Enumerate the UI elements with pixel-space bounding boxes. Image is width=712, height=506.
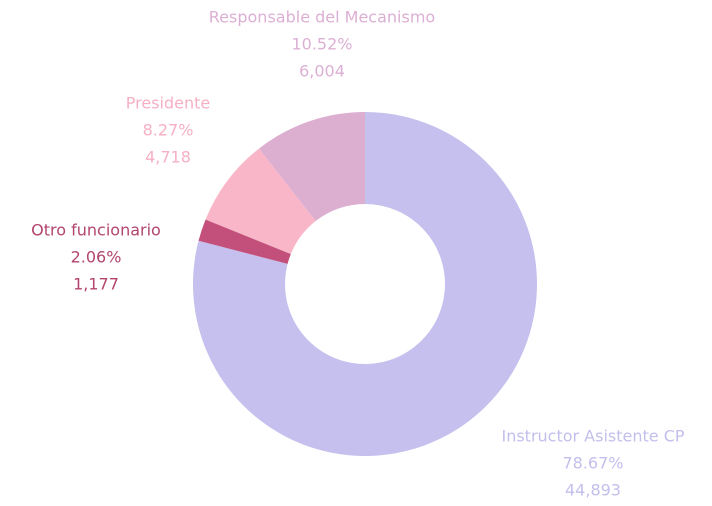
slice-value: 44,893	[565, 481, 621, 500]
slice-percent: 78.67%	[562, 454, 623, 473]
slice-label: Instructor Asistente CP	[501, 427, 684, 446]
slice-value: 6,004	[299, 62, 345, 81]
donut-slice	[198, 219, 291, 264]
slice-value: 1,177	[73, 275, 119, 294]
slice-percent: 10.52%	[291, 35, 352, 54]
slice-value: 4,718	[145, 148, 191, 167]
donut-slice	[193, 112, 537, 456]
donut-slice	[205, 148, 316, 254]
donut-slice	[258, 112, 365, 222]
slice-percent: 8.27%	[143, 121, 194, 140]
slice-percent: 2.06%	[71, 248, 122, 267]
slice-label: Responsable del Mecanismo	[209, 8, 435, 27]
slice-label: Otro funcionario	[31, 221, 161, 240]
slice-label: Presidente	[126, 94, 210, 113]
